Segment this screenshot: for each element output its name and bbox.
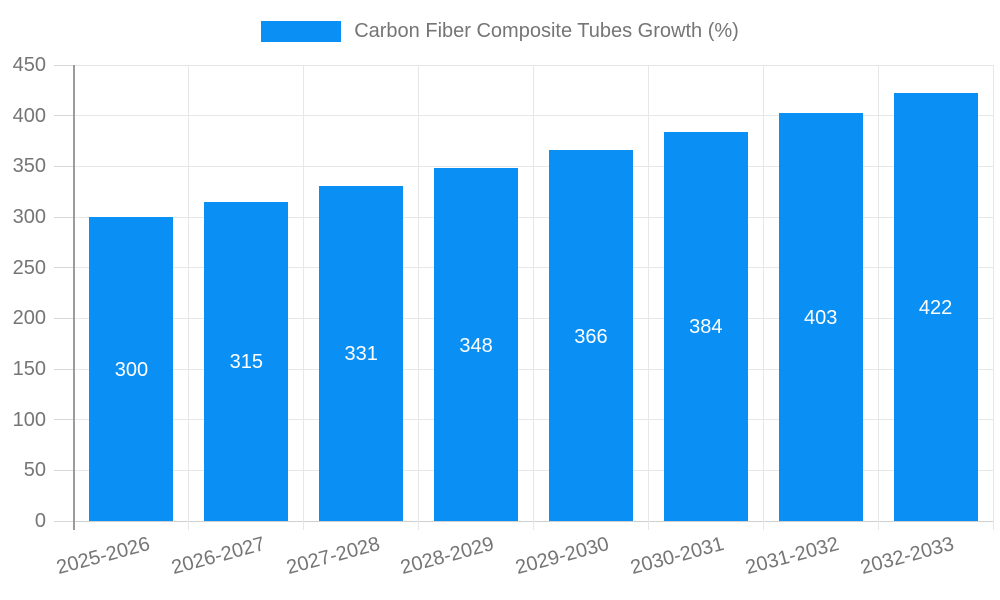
x-tick-label: 2027-2028 bbox=[283, 533, 382, 580]
x-tick-label: 2025-2026 bbox=[54, 533, 153, 580]
bar-value-label: 348 bbox=[459, 334, 493, 357]
gridline-vertical bbox=[303, 65, 305, 530]
x-tick-label: 2030-2031 bbox=[628, 533, 727, 580]
bar bbox=[778, 112, 863, 521]
gridline-horizontal bbox=[74, 64, 993, 66]
bar-value-label: 300 bbox=[114, 359, 149, 381]
y-tick-label: 450 bbox=[12, 54, 46, 76]
y-tick-label: 150 bbox=[12, 358, 46, 380]
bar bbox=[893, 93, 978, 521]
x-tick-label: 2031-2032 bbox=[743, 533, 842, 580]
legend: Carbon Fiber Composite Tubes Growth (%) bbox=[0, 19, 1000, 43]
y-axis-tick bbox=[54, 368, 74, 370]
y-tick-label: 0 bbox=[34, 510, 46, 532]
gridline-vertical bbox=[188, 65, 190, 530]
y-tick-label: 300 bbox=[12, 206, 46, 228]
y-axis-tick bbox=[54, 64, 74, 66]
y-axis-tick bbox=[54, 317, 74, 319]
y-axis-tick bbox=[54, 267, 74, 269]
gridline-vertical bbox=[647, 65, 649, 530]
y-tick-label: 100 bbox=[12, 408, 46, 431]
bar-value-label: 331 bbox=[344, 343, 378, 366]
bar-value-label: 366 bbox=[574, 325, 608, 348]
bar-value-label: 422 bbox=[918, 297, 953, 320]
gridline-vertical bbox=[877, 65, 879, 530]
gridline-vertical bbox=[418, 65, 420, 530]
bar-value-label: 384 bbox=[689, 316, 723, 339]
x-tick-label: 2026-2027 bbox=[168, 533, 268, 580]
y-axis-tick bbox=[54, 469, 74, 471]
legend-swatch-icon bbox=[261, 20, 342, 42]
plot-area: 0 50 100 150 200 250 300 350 400 450 300 2025-2026 3… bbox=[13, 54, 994, 579]
y-axis-tick bbox=[54, 216, 74, 218]
y-axis-tick bbox=[54, 115, 74, 117]
y-axis-tick bbox=[54, 520, 74, 522]
y-tick-label: 50 bbox=[23, 459, 46, 482]
y-tick-label: 350 bbox=[12, 155, 46, 178]
y-tick-label: 400 bbox=[12, 104, 46, 127]
bar bbox=[89, 217, 174, 521]
y-tick-label: 200 bbox=[12, 307, 46, 330]
x-tick-label: 2032-2033 bbox=[858, 533, 957, 580]
legend-series-label: Carbon Fiber Composite Tubes Growth (%) bbox=[354, 20, 739, 42]
gridline-vertical bbox=[762, 65, 764, 530]
gridline-vertical bbox=[992, 65, 994, 530]
bar-value-label: 315 bbox=[229, 351, 263, 374]
x-tick-label: 2029-2030 bbox=[513, 533, 612, 580]
y-axis-tick bbox=[54, 419, 74, 421]
bar bbox=[434, 168, 519, 521]
x-tick-label: 2028-2029 bbox=[398, 533, 497, 580]
bar bbox=[204, 201, 289, 521]
y-tick-label: 250 bbox=[12, 256, 46, 279]
bar bbox=[663, 131, 748, 521]
gridline-vertical bbox=[533, 65, 534, 530]
bar bbox=[319, 185, 404, 521]
y-axis-tick bbox=[54, 165, 74, 167]
y-axis-line bbox=[73, 65, 75, 530]
bar bbox=[548, 150, 633, 521]
bar-value-label: 403 bbox=[804, 306, 838, 329]
